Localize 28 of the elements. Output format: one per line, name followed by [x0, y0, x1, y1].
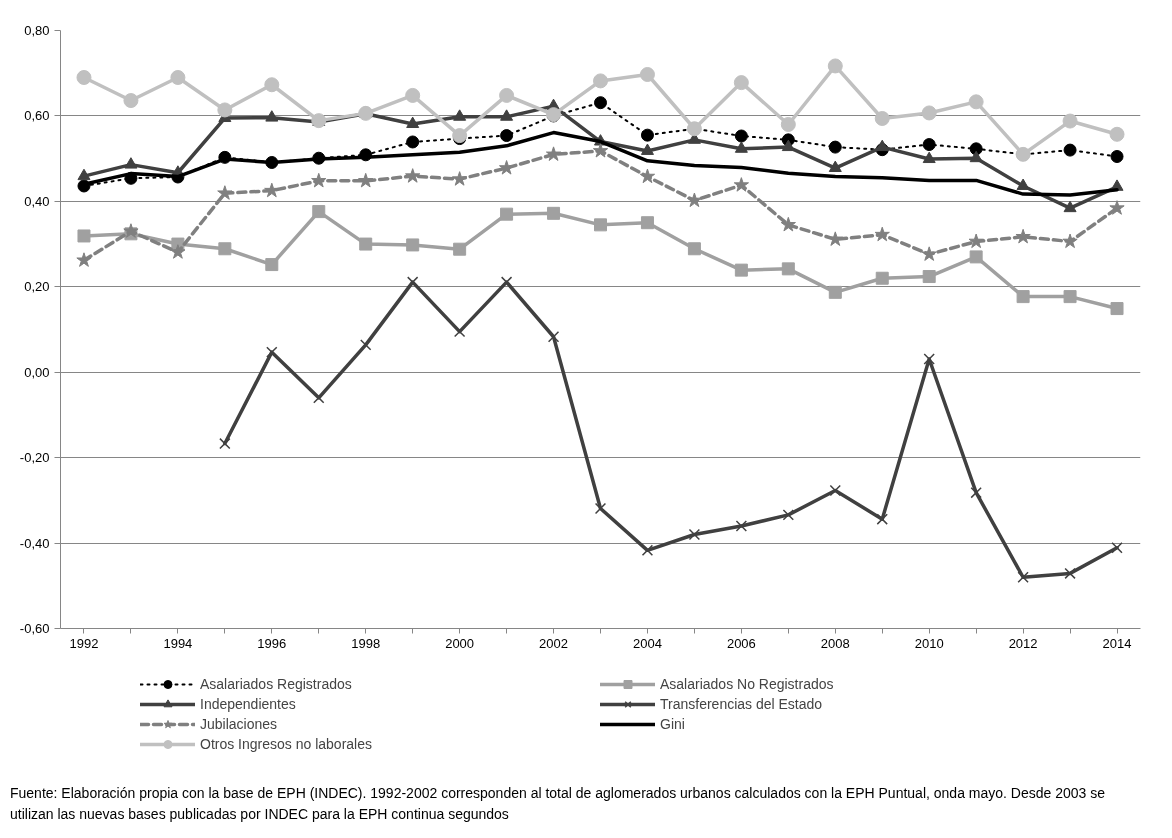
y-tick-label: -0,40 — [19, 535, 50, 551]
x-tick-label: 1992 — [69, 635, 99, 651]
x-tick-label: 1996 — [257, 635, 287, 651]
x-tick-label: 1998 — [351, 635, 381, 651]
x-tick-label: 2002 — [539, 635, 569, 651]
x-tick-label: 2008 — [820, 635, 850, 651]
x-tick-label: 2006 — [726, 635, 756, 651]
y-tick-label: -0,20 — [19, 450, 50, 466]
legend-label: Jubilaciones — [200, 715, 279, 734]
y-tick-label: 0,60 — [24, 108, 50, 124]
source-note: Fuente: Elaboración propia con la base de EPH (INDEC). 1992-2002 corresponden al total de aglomerados urbanos calculados con la EPH Puntual, onda mayo. Desde 2003 se utilizan las nuevas bases publicadas por INDEC para la EPH continua segundos — [10, 784, 1106, 824]
legend-label: Asalariados Registrados — [200, 675, 353, 694]
y-tick-label: 0,40 — [24, 193, 50, 209]
x-tick-label: 2014 — [1102, 635, 1132, 651]
legend-label: Otros Ingresos no laborales — [200, 735, 373, 754]
y-tick-label: -0,60 — [19, 621, 50, 636]
y-tick-label: 0,80 — [24, 23, 50, 38]
x-tick-label: 2012 — [1008, 635, 1038, 651]
legend-label: Asalariados No Registrados — [660, 675, 835, 694]
x-tick-label: 1994 — [163, 635, 193, 651]
y-tick-label: 0,00 — [24, 364, 50, 380]
x-tick-label: 2004 — [633, 635, 662, 651]
x-tick-label: 2010 — [914, 635, 944, 651]
y-tick-label: 0,20 — [24, 279, 50, 295]
x-tick-label: 2000 — [445, 635, 475, 651]
legend-label: Independientes — [200, 695, 297, 714]
legend-label: Transferencias del Estado — [660, 695, 824, 714]
legend-label: Gini — [660, 715, 686, 734]
